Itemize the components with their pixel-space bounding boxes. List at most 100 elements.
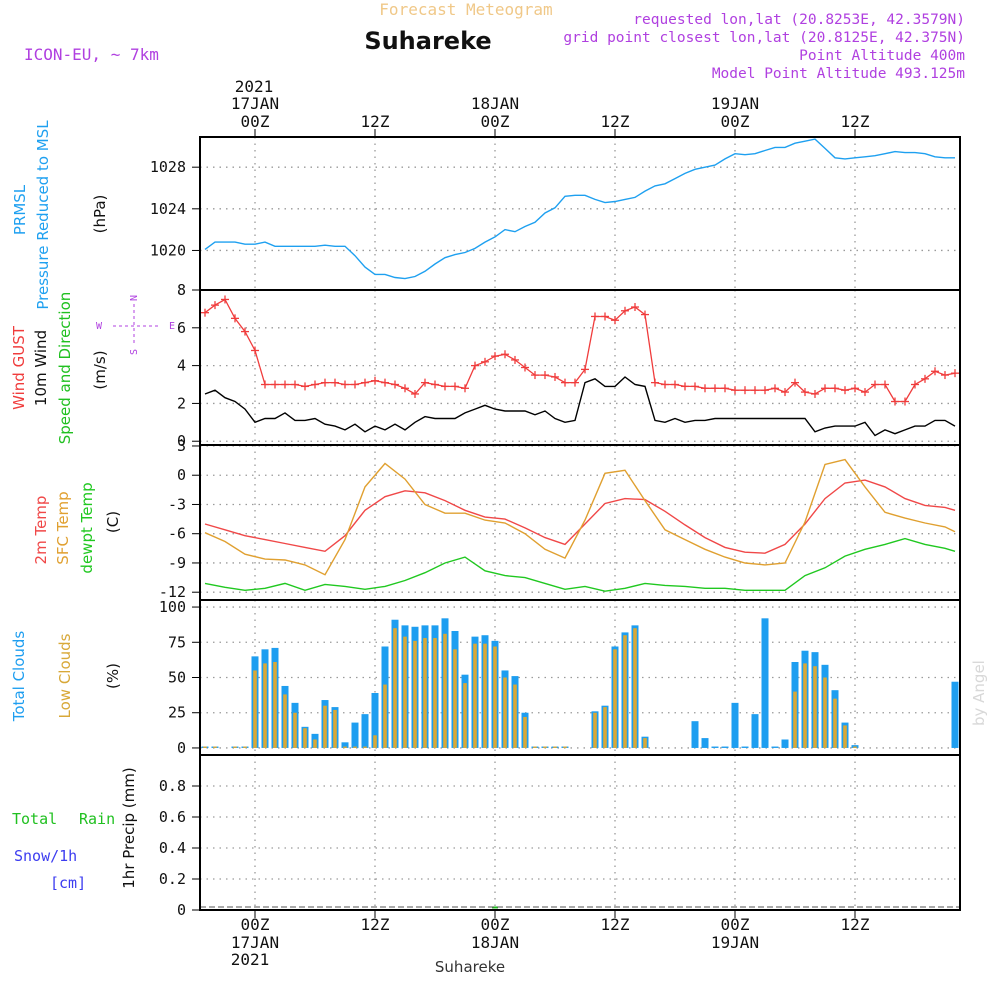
low-cloud-bar (313, 739, 317, 748)
x-tick-label-bottom: 00Z (481, 915, 510, 934)
y-tick-label: 0.8 (159, 777, 186, 795)
compass-w: W (96, 321, 103, 332)
low-cloud-bar (273, 662, 277, 748)
model-name: ICON-EU, ~ 7km (24, 45, 159, 64)
total-cloud-bar (371, 693, 379, 748)
total-cloud-bar (731, 702, 739, 748)
low-cloud-bar (363, 746, 367, 748)
low-cloud-bar (373, 735, 377, 748)
wind-label-10m: 10m Wind (32, 330, 50, 406)
y-tick-label: 6 (177, 319, 186, 337)
y-tick-label: 1024 (150, 200, 186, 218)
low-cloud-bar (803, 663, 807, 748)
y-tick-label: 25 (168, 704, 186, 722)
date-label-top: 18JAN (471, 94, 519, 113)
y-tick-label: 100 (159, 598, 186, 616)
low-cloud-bar (523, 716, 527, 748)
prmsl-line (204, 138, 955, 280)
requested-coords: requested lon,lat (20.8253E, 42.3579N) (633, 12, 965, 28)
low-cloud-bar (793, 691, 797, 748)
grid-point-coords: grid point closest lon,lat (20.8125E, 42… (563, 30, 965, 46)
y-tick-label: 1028 (150, 158, 186, 176)
precip-label-cm: [cm] (50, 874, 86, 892)
low-cloud-bar (623, 635, 627, 748)
year-label-bottom: 2021 (231, 950, 270, 969)
y-tick-label: -9 (168, 554, 186, 572)
model-altitude: Model Point Altitude 493.125m (712, 66, 965, 82)
panel-frame (199, 444, 961, 601)
cloud-label-total: Total Clouds (10, 631, 28, 723)
low-cloud-bar (203, 746, 207, 748)
app-title: Forecast Meteogram (379, 0, 552, 19)
panel-frame (199, 289, 961, 446)
compass-n: N (129, 295, 140, 301)
low-cloud-bar (393, 628, 397, 748)
x-tick-label-top: 12Z (841, 112, 870, 131)
low-cloud-bar (443, 633, 447, 748)
low-cloud-bar (453, 649, 457, 748)
temp2m-line (204, 479, 956, 554)
frame-layer (199, 136, 961, 911)
low-cloud-bar (343, 746, 347, 748)
low-cloud-bar (423, 638, 427, 748)
total-cloud-bar (951, 681, 959, 748)
axis-layer: 10201024102802468-12-9-6-303025507510000… (150, 94, 870, 952)
temp-label-dewpt: dewpt Temp (78, 482, 96, 573)
date-label-bottom: 19JAN (711, 933, 759, 952)
compass-icon: N S W E (96, 295, 175, 355)
low-cloud-bar (353, 746, 357, 748)
x-tick-label-top: 12Z (361, 112, 390, 131)
low-cloud-bar (403, 636, 407, 748)
x-tick-label-bottom: 12Z (601, 915, 630, 934)
precip-label-rain: Rain (79, 810, 115, 828)
low-cloud-bar (563, 746, 567, 748)
precip-unit: 1hr Precip (mm) (120, 767, 138, 888)
low-cloud-bar (633, 628, 637, 748)
temp-label-sfc: SFC Temp (54, 491, 72, 564)
y-tick-label: 0.6 (159, 808, 186, 826)
x-tick-label-bottom: 00Z (721, 915, 750, 934)
low-cloud-bar (383, 684, 387, 748)
wind-label-gust: Wind GUST (10, 325, 28, 410)
x-tick-label-bottom: 12Z (361, 915, 390, 934)
low-cloud-bar (533, 746, 537, 748)
y-tick-label: 3 (177, 437, 186, 455)
low-cloud-bar (603, 707, 607, 748)
low-cloud-bar (413, 640, 417, 748)
cloud-label-low: Low Clouds (56, 633, 74, 718)
low-cloud-bar (493, 646, 497, 748)
temp-labels: 2m Temp SFC Temp dewpt Temp (C) (32, 482, 122, 573)
low-cloud-bar (823, 677, 827, 748)
total-cloud-bar (851, 745, 859, 748)
pressure-label-msl: Pressure Reduced to MSL (34, 120, 52, 310)
dewpt-line (204, 537, 956, 592)
low-cloud-bar (613, 649, 617, 748)
y-tick-label: 0 (177, 739, 186, 757)
low-cloud-bar (333, 709, 337, 748)
y-tick-label: 75 (168, 633, 186, 651)
low-cloud-bar (463, 683, 467, 748)
precip-label-total: Total (12, 810, 57, 828)
date-label-top: 19JAN (711, 94, 759, 113)
cloud-labels: Total Clouds Low Clouds (%) (10, 631, 122, 723)
x-tick-label-bottom: 00Z (241, 915, 270, 934)
y-tick-label: 0.4 (159, 839, 186, 857)
low-cloud-bar (263, 663, 267, 748)
low-cloud-bar (553, 746, 557, 748)
footer-location: Suhareke (435, 958, 505, 976)
low-cloud-bar (593, 712, 597, 748)
credit-text: by Angel (970, 660, 988, 726)
low-cloud-bar (483, 643, 487, 748)
low-cloud-bar (543, 746, 547, 748)
total-cloud-bar (761, 618, 769, 748)
x-tick-label-bottom: 12Z (841, 915, 870, 934)
grid-layer (200, 137, 960, 911)
y-tick-label: 0 (177, 466, 186, 484)
x-tick-label-top: 00Z (721, 112, 750, 131)
gust-line (204, 298, 956, 403)
y-tick-label: 0 (177, 432, 186, 450)
low-cloud-bar (833, 698, 837, 748)
wind10m-line (204, 376, 956, 437)
pressure-label-prmsl: PRMSL (11, 184, 29, 235)
